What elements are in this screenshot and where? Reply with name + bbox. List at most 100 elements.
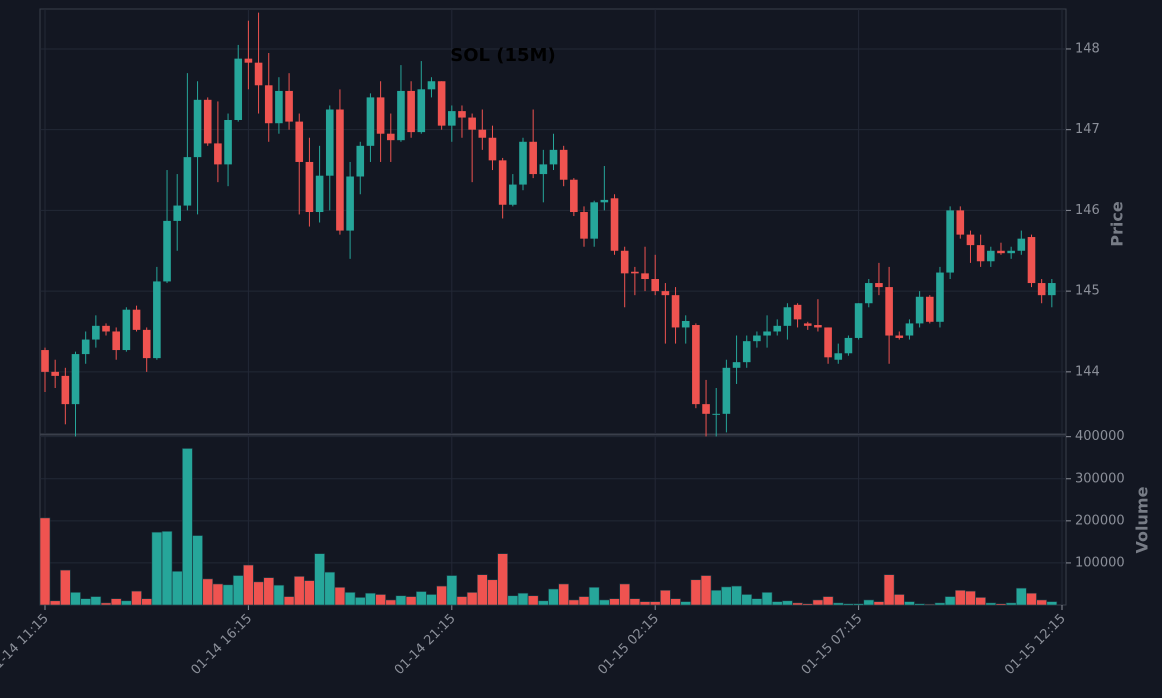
y-tick-label: 147 xyxy=(1075,122,1100,137)
volume-bar xyxy=(1026,592,1037,606)
candle-body xyxy=(610,198,619,251)
volume-bar xyxy=(222,584,234,606)
volume-bar xyxy=(212,583,224,606)
volume-bar xyxy=(965,590,976,606)
volume-bar xyxy=(883,574,895,606)
volume-bar xyxy=(517,592,529,606)
volume-bar xyxy=(873,601,885,606)
volume-bar xyxy=(507,595,519,606)
candle-body xyxy=(427,81,436,90)
volume-bar xyxy=(415,591,427,606)
volume-bar xyxy=(802,603,814,606)
candle-body xyxy=(803,323,812,326)
candle-body xyxy=(153,281,161,359)
volume-bar xyxy=(771,601,783,606)
candle-body xyxy=(1027,237,1036,284)
candle-body xyxy=(946,210,954,273)
candle-body xyxy=(854,303,863,338)
volume-bar xyxy=(110,598,122,606)
candle-body xyxy=(315,175,324,213)
y-tick-label: 148 xyxy=(1075,41,1100,56)
volume-bar xyxy=(904,601,915,606)
candle-body xyxy=(692,325,700,405)
candle-body xyxy=(956,210,965,235)
candle-body xyxy=(824,327,832,358)
volume-bar xyxy=(599,599,610,606)
candle-body xyxy=(397,90,405,141)
candle-body xyxy=(142,329,151,359)
volume-bar xyxy=(660,589,671,606)
y2-tick-label: 100000 xyxy=(1075,555,1125,570)
volume-bar xyxy=(527,595,539,606)
volume-bar xyxy=(446,575,458,606)
volume-bar xyxy=(944,596,956,606)
volume-bar xyxy=(853,603,864,606)
volume-bar xyxy=(232,575,244,606)
candle-body xyxy=(895,335,904,338)
candle-body xyxy=(132,309,141,330)
candle-body xyxy=(183,157,192,206)
candle-body xyxy=(559,149,568,180)
candle-body xyxy=(458,111,466,118)
volume-bar xyxy=(90,596,102,606)
candle-body xyxy=(732,362,741,368)
candle-body xyxy=(112,331,120,351)
volume-bar xyxy=(721,586,732,606)
volume-bar xyxy=(243,564,254,606)
volume-bar xyxy=(1036,599,1047,606)
x-tick-label: 01-15 07:15 xyxy=(799,611,866,678)
candle-body xyxy=(875,283,883,288)
candle-body xyxy=(997,250,1005,254)
volume-bar xyxy=(49,600,61,606)
volume-bar xyxy=(385,599,397,606)
candle-body xyxy=(356,145,365,177)
candle-body xyxy=(1007,250,1015,254)
volume-bar xyxy=(141,598,152,606)
candle-body xyxy=(519,141,527,185)
candle-body xyxy=(71,354,80,405)
candle-body xyxy=(386,133,395,141)
candle-body xyxy=(325,109,334,176)
volume-bar xyxy=(80,598,91,606)
volume-bar xyxy=(1005,602,1017,606)
volume-bar xyxy=(934,602,946,606)
candle-body xyxy=(620,250,629,274)
candle-body xyxy=(244,58,253,63)
volume-bar xyxy=(985,602,997,606)
volume-bar xyxy=(324,571,336,606)
candle-body xyxy=(92,325,100,340)
candle-body xyxy=(376,97,385,134)
candle-body xyxy=(1017,238,1026,251)
candle-body xyxy=(834,353,843,360)
volume-bar xyxy=(761,592,773,606)
volume-bar xyxy=(954,589,966,606)
volume-bar xyxy=(354,597,366,606)
candle-body xyxy=(437,81,446,126)
candle-body xyxy=(651,279,659,292)
x-tick-label: 01-15 02:15 xyxy=(595,611,662,678)
volume-bar xyxy=(344,592,356,606)
candle-body xyxy=(61,375,70,405)
candle-body xyxy=(366,97,375,146)
x-tick-label: 01-14 16:15 xyxy=(188,611,255,678)
x-tick-label: 01-15 12:15 xyxy=(1002,611,1069,678)
candle-body xyxy=(590,202,598,239)
volume-bar xyxy=(151,531,163,606)
candle-body xyxy=(936,272,944,322)
candle-body xyxy=(905,323,914,336)
volume-bar xyxy=(334,587,346,606)
candle-body xyxy=(468,117,476,130)
candle-body xyxy=(966,234,975,246)
volume-bar xyxy=(1046,601,1058,606)
volume-bar xyxy=(436,585,447,606)
candle-body xyxy=(193,99,202,158)
y2-axis-label: Volume xyxy=(1133,486,1152,553)
candle-body xyxy=(641,273,649,280)
candle-body xyxy=(539,164,548,175)
candle-body xyxy=(264,85,273,124)
volume-bar xyxy=(273,584,285,606)
volume-bar xyxy=(710,589,722,606)
volume-bar xyxy=(893,594,905,606)
volume-bar xyxy=(487,579,498,606)
candle-body xyxy=(295,121,304,162)
